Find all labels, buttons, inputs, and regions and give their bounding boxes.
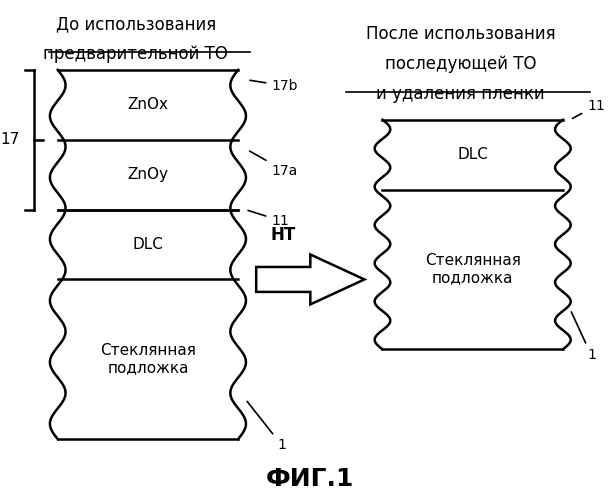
Text: До использования: До использования <box>56 15 216 33</box>
Text: 17: 17 <box>0 132 20 147</box>
Text: последующей ТО: последующей ТО <box>385 55 536 73</box>
Text: DLC: DLC <box>133 237 163 252</box>
Text: 11: 11 <box>573 99 605 118</box>
Text: НТ: НТ <box>271 226 296 244</box>
Text: и удаления пленки: и удаления пленки <box>376 85 545 103</box>
Text: ZnOx: ZnOx <box>128 97 169 112</box>
Text: предварительной ТО: предварительной ТО <box>43 45 229 63</box>
Polygon shape <box>256 254 364 304</box>
Text: После использования: После использования <box>366 25 555 43</box>
Text: ФИГ.1: ФИГ.1 <box>266 467 354 491</box>
Text: ZnOy: ZnOy <box>128 167 169 182</box>
Text: 1: 1 <box>247 401 286 452</box>
Text: Стеклянная
подложка: Стеклянная подложка <box>425 253 521 285</box>
Text: 11: 11 <box>248 211 289 228</box>
Text: Стеклянная
подложка: Стеклянная подложка <box>100 343 196 375</box>
Text: 17a: 17a <box>249 151 298 178</box>
Text: 17b: 17b <box>250 79 298 93</box>
Text: 1: 1 <box>571 312 596 362</box>
Text: DLC: DLC <box>457 147 488 162</box>
